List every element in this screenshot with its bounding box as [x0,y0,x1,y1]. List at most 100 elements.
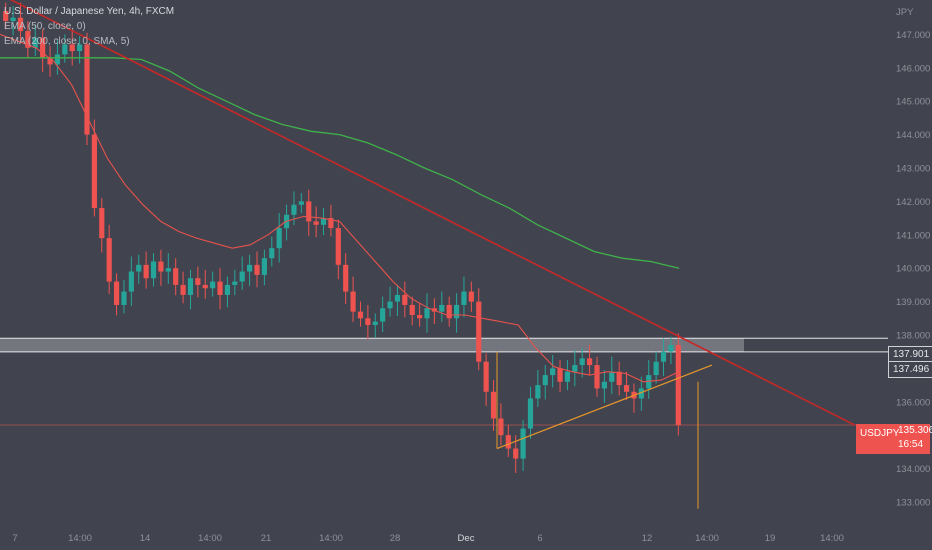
candle-body [609,371,615,382]
candle-body [660,351,667,362]
candle-body [10,17,16,22]
candle-body [210,281,216,289]
candle-countdown: 16:54 [898,439,924,450]
ema50-line [0,33,680,383]
candle-body [99,208,105,239]
candle-body [128,271,134,292]
price-tick-label: 133.000 [896,498,930,509]
candle-body [69,44,75,52]
candle-body [269,248,275,259]
candle-body [616,371,622,386]
candle-body [668,345,674,352]
candle-body [180,284,186,295]
candle-body [380,308,386,322]
candle-body [394,294,401,302]
resistance-bottom-price-label: 137.496 [888,361,932,378]
candle-body [402,294,408,305]
candle-body [335,228,341,265]
candle-body [579,358,585,366]
last-price-badge: USDJPY 135.306 16:54 [856,424,932,454]
price-tick-label: 138.000 [896,331,930,342]
candle-body [417,314,423,319]
candle-body [121,291,127,305]
price-tick-label: 134.000 [896,464,930,475]
time-tick-label: 21 [261,533,272,544]
candle-body [91,134,97,209]
resistance-zone [0,338,744,352]
candle-body [328,218,334,229]
candle-body [254,264,260,275]
candle-body [572,365,578,372]
candle-body [32,37,38,48]
candle-body [158,261,164,272]
price-tick-label: 143.000 [896,164,930,175]
time-tick-label: 14:00 [820,533,844,544]
ema200-legend: EMA (200, close, 0, SMA, 5) [4,36,130,47]
price-tick-label: 142.000 [896,197,930,208]
price-tick-label: 145.000 [896,97,930,108]
candle-body [623,385,630,392]
time-tick-label: 28 [390,533,401,544]
candle-body [202,284,208,289]
candle-body [653,361,659,376]
candle-body [446,304,452,319]
candle-body [313,221,319,225]
candle-body [247,264,253,272]
candle-body [62,44,68,55]
time-tick-label: 6 [537,533,542,544]
candle-body [106,238,112,282]
currency-label: JPY [896,7,914,18]
candle-body [276,228,282,249]
candle-body [409,304,415,315]
candle-body [520,428,526,459]
candle-body [291,204,297,215]
price-tick-label: 146.000 [896,63,930,74]
price-tick-label: 136.000 [896,397,930,408]
time-tick-label: 14:00 [695,533,719,544]
candle-body [587,358,593,366]
candle-body [638,388,644,399]
candle-body [187,278,194,295]
candle-body [261,258,267,275]
symbol-label: USDJPY [860,428,900,439]
candle-body [232,281,238,285]
candle-body [195,278,201,285]
chart-title: U.S. Dollar / Japanese Yen, 4h, FXCM [4,6,175,17]
candle-body [372,321,378,325]
candle-body [505,435,511,449]
price-tick-label: 140.000 [896,264,930,275]
candle-body [113,281,120,305]
candle-body [173,268,179,285]
candle-body [550,368,556,376]
candle-body [54,54,61,65]
last-price-value: 135.306 [898,425,932,436]
candle-body [601,381,607,389]
candle-body [17,17,24,32]
time-tick-label: 14:00 [198,533,222,544]
candle-body [165,268,171,272]
candle-body [357,311,364,319]
candle-body [320,218,327,225]
candle-body [483,361,489,392]
candle-body [77,44,83,52]
candle-body [535,385,541,399]
time-tick-label: 14:00 [319,533,343,544]
candle-body [527,398,534,429]
candle-body [439,304,445,312]
candle-body [298,201,304,205]
chart-legend: U.S. Dollar / Japanese Yen, 4h, FXCM EMA… [4,4,174,49]
candle-body [387,301,393,309]
candle-body [498,418,504,436]
candle-body [239,271,245,282]
candle-body [136,264,142,272]
price-tick-label: 147.000 [896,30,930,41]
candle-body [306,201,312,222]
candle-body [564,371,571,382]
candle-body [350,291,356,312]
candle-body [40,37,46,58]
candle-body [150,261,157,279]
candle-body [542,375,548,386]
time-tick-label: 19 [765,533,776,544]
candle-body [217,281,223,295]
